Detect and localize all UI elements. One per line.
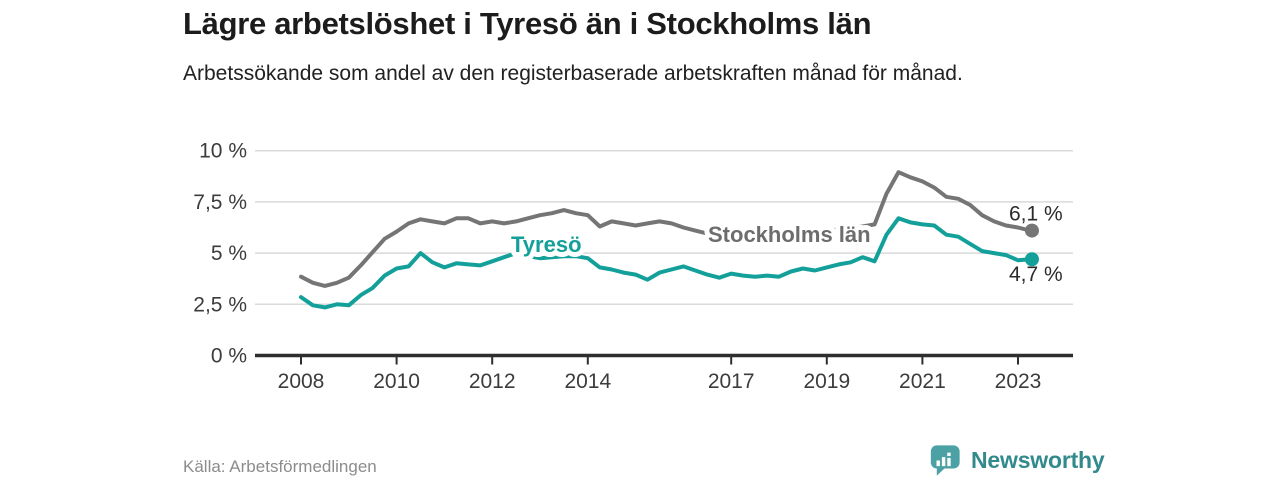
series-line-stockholm	[299, 170, 1032, 288]
brand-name: Newsworthy	[971, 446, 1105, 473]
brand-logo: Newsworthy	[928, 443, 1105, 477]
y-axis-tick-label: 2,5 %	[193, 293, 247, 316]
series-label-tyreso: Tyresö	[511, 232, 582, 257]
end-dot-tyreso	[1024, 252, 1039, 267]
source-note: Källa: Arbetsförmedlingen	[183, 457, 377, 476]
x-axis-tick-label: 2019	[803, 370, 850, 393]
y-axis-tick-label: 0 %	[211, 345, 247, 368]
end-dot-stockholm	[1024, 223, 1039, 238]
y-axis-tick-label: 7,5 %	[193, 191, 247, 214]
chart-title: Lägre arbetslöshet i Tyresö än i Stockho…	[183, 6, 872, 41]
y-axis-tick-label: 10 %	[199, 140, 247, 163]
end-value-label-tyreso: 4,7 %	[1009, 263, 1063, 286]
x-axis-tick-label: 2021	[899, 370, 946, 393]
x-axis-tick-label: 2023	[995, 370, 1042, 393]
x-axis-tick-label: 2008	[278, 370, 325, 393]
series-line-tyreso	[299, 216, 1032, 310]
x-axis-tick-label: 2012	[469, 370, 516, 393]
series-label-stockholm: Stockholms län	[708, 222, 871, 247]
x-axis-tick-label: 2017	[708, 370, 755, 393]
y-axis-tick-label: 5 %	[211, 242, 247, 265]
bar-chart-glyph	[936, 452, 951, 467]
chart-subtitle: Arbetssökande som andel av den registerb…	[183, 62, 963, 85]
x-axis-tick-label: 2014	[564, 370, 611, 393]
end-value-label-stockholm: 6,1 %	[1009, 203, 1063, 226]
newsworthy-icon	[930, 445, 960, 476]
x-axis-tick-label: 2010	[373, 370, 420, 393]
